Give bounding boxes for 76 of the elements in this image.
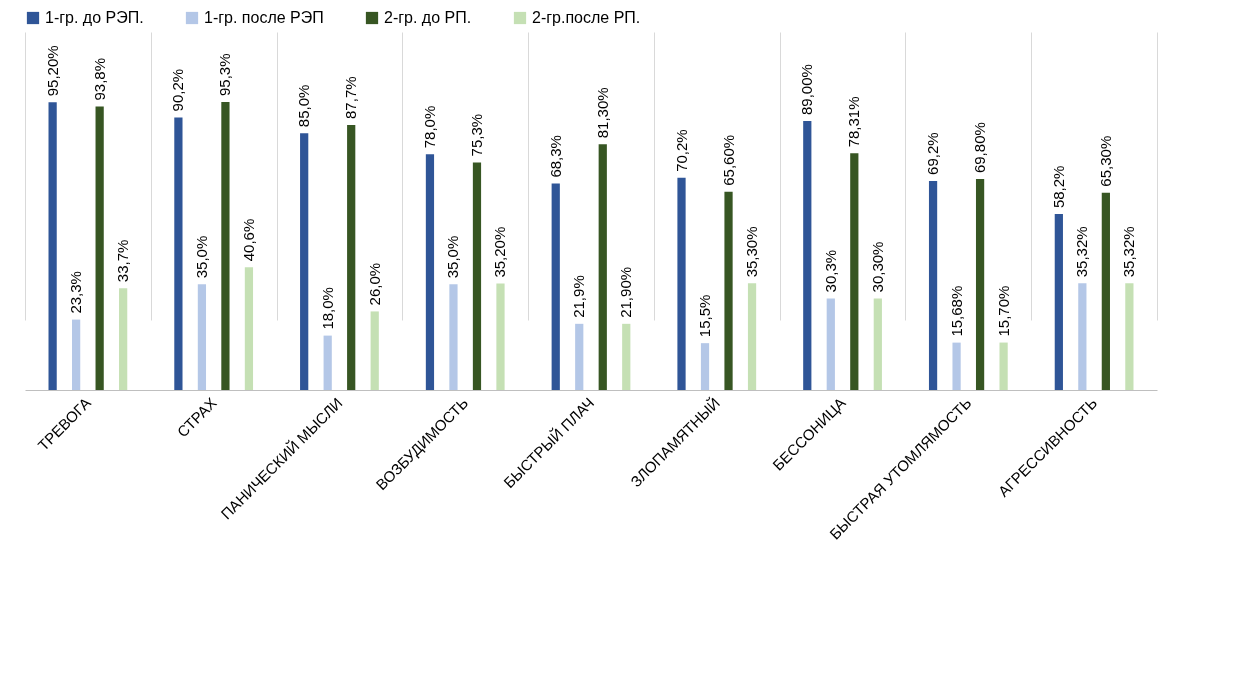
data-label: 35,0% [192, 235, 210, 279]
bar [1078, 283, 1087, 390]
data-label: 15,68% [947, 285, 965, 337]
bar [622, 323, 631, 390]
bar [850, 153, 859, 390]
bar [95, 106, 104, 390]
bar [221, 102, 230, 390]
data-label: 33,7% [114, 239, 132, 283]
data-label: 69,2% [924, 132, 942, 175]
legend-label: 1-гр. после РЭП [204, 9, 324, 26]
data-label: 95,3% [216, 53, 234, 96]
data-label: 23,3% [67, 271, 85, 314]
data-label: 35,32% [1073, 226, 1091, 278]
bar [370, 311, 379, 390]
data-label: 15,5% [696, 294, 714, 338]
bar [119, 288, 128, 390]
data-label: 21,90% [617, 266, 635, 318]
bar [323, 335, 332, 390]
data-label: 35,32% [1120, 226, 1138, 278]
bar [724, 191, 733, 390]
data-label: 69,80% [971, 122, 989, 174]
data-label: 81,30% [593, 87, 611, 139]
bar [928, 180, 938, 390]
bar [999, 342, 1008, 390]
bar [347, 124, 356, 390]
bar [826, 298, 835, 390]
data-label: 65,60% [719, 134, 737, 186]
bar [1101, 192, 1110, 390]
legend-label: 1-гр. до РЭП. [45, 9, 144, 26]
data-label: 90,2% [169, 68, 187, 112]
bar [952, 342, 961, 390]
data-label: 18,0% [318, 287, 336, 330]
data-label: 26,0% [365, 262, 383, 306]
bar [551, 183, 560, 390]
bar [873, 298, 882, 390]
bar [700, 343, 710, 390]
bar [449, 284, 458, 390]
bar [1054, 214, 1063, 390]
bar [975, 179, 985, 390]
bar [72, 319, 81, 390]
bar [575, 323, 584, 390]
data-label: 89,00% [798, 64, 816, 116]
data-label: 70,2% [672, 129, 690, 172]
bar [300, 133, 309, 390]
data-label: 35,30% [743, 226, 761, 278]
data-label: 75,3% [467, 113, 485, 157]
data-label: 15,70% [994, 285, 1012, 337]
data-label: 78,31% [845, 96, 863, 148]
bar [48, 102, 57, 390]
data-label: 85,0% [295, 84, 313, 128]
bar [197, 284, 207, 390]
legend-label: 2-гр.после РП. [532, 9, 641, 26]
data-label: 87,7% [342, 76, 360, 119]
data-label: 21,9% [570, 275, 588, 318]
data-label: 35,20% [491, 226, 509, 278]
bar [496, 283, 505, 390]
bar [747, 283, 757, 390]
bar [244, 267, 254, 390]
data-label: 93,8% [90, 57, 108, 101]
data-label: 30,3% [821, 249, 839, 293]
data-label: 95,20% [43, 45, 61, 97]
bar [598, 144, 607, 390]
data-label: 35,0% [444, 235, 462, 279]
data-label: 65,30% [1096, 135, 1114, 187]
data-label: 40,6% [239, 218, 257, 262]
data-label: 30,30% [868, 241, 886, 293]
bar [174, 117, 183, 390]
data-label: 68,3% [546, 135, 564, 178]
data-label: 58,2% [1049, 165, 1067, 209]
bar [1125, 283, 1134, 390]
bar [803, 121, 812, 390]
data-label: 78,0% [420, 105, 438, 149]
legend-label: 2-гр. до РП. [384, 9, 472, 26]
bar [677, 177, 686, 390]
bar [425, 154, 435, 390]
bar [472, 162, 482, 390]
